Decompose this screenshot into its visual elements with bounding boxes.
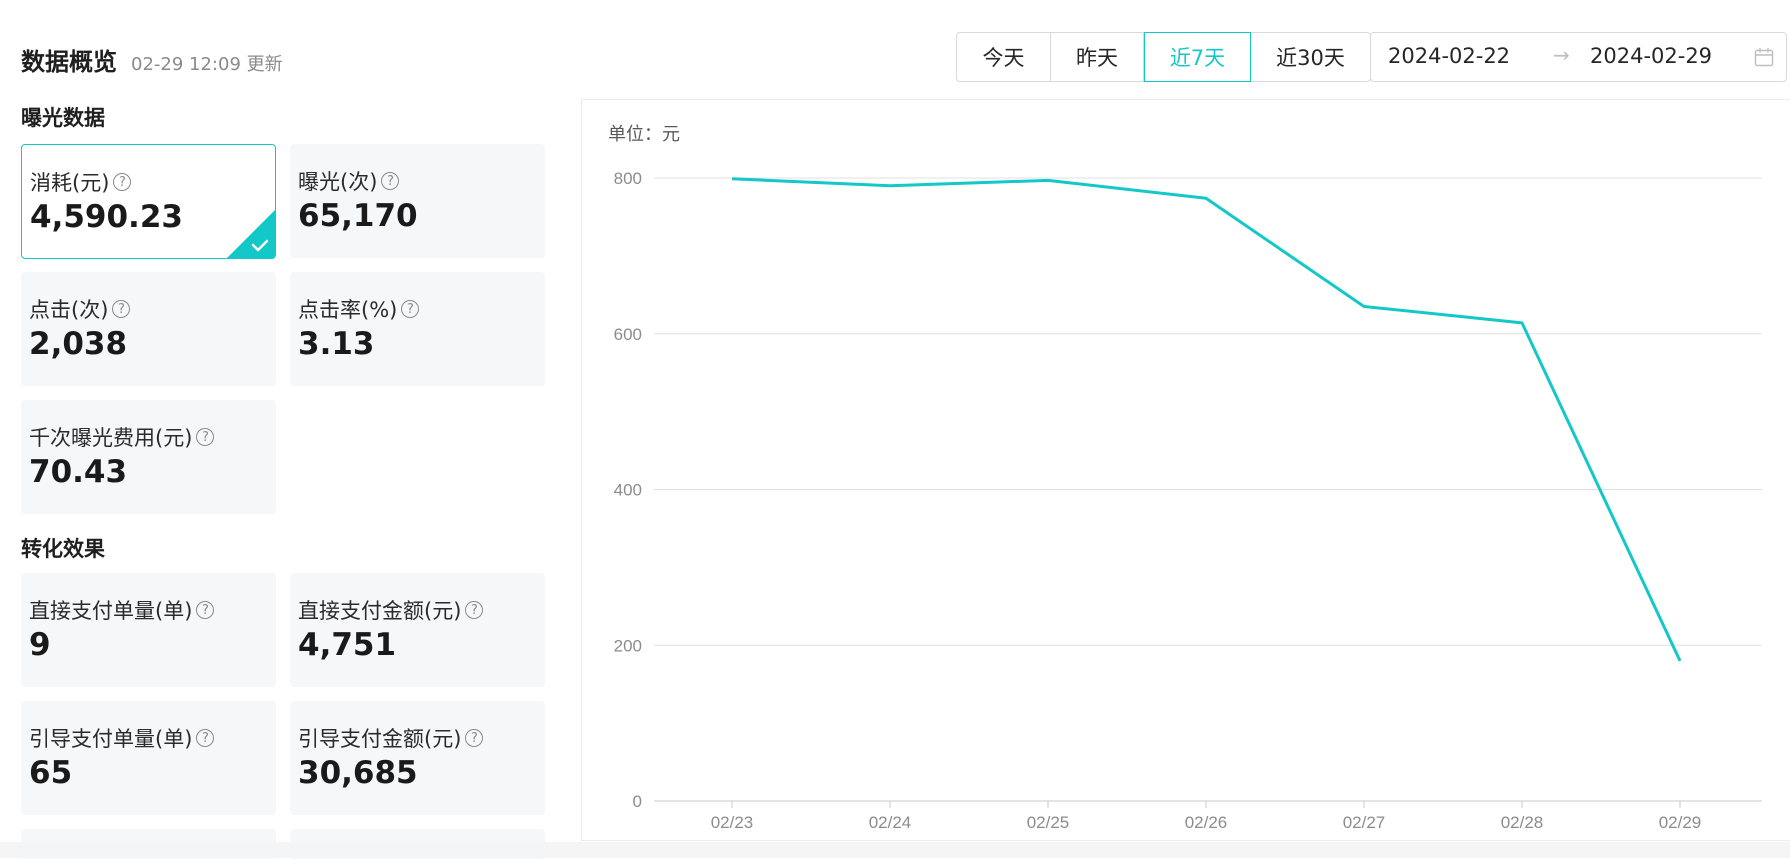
arrow-icon: →: [1553, 43, 1570, 67]
help-icon[interactable]: ?: [196, 601, 215, 619]
check-icon: [227, 210, 275, 258]
metric-card-direct-amount[interactable]: 直接支付金额(元)? 4,751: [290, 573, 545, 687]
metric-value: 3.13: [298, 326, 375, 362]
range-button-group: 今天 昨天 近7天 近30天: [956, 32, 1371, 82]
range-30days-button[interactable]: 近30天: [1276, 46, 1345, 70]
metric-card-direct-orders[interactable]: 直接支付单量(单)? 9: [21, 573, 276, 687]
help-icon[interactable]: ?: [196, 729, 215, 747]
metric-card-guided-orders[interactable]: 引导支付单量(单)? 65: [21, 701, 276, 815]
line-chart: 单位：元 0 200 400 600 800 02/23 02/24 02/25 02/26 0…: [608, 124, 1762, 832]
metric-value: 65,170: [298, 198, 418, 234]
metric-label: 曝光(次): [298, 170, 378, 194]
metric-label: 千次曝光费用(元): [29, 426, 193, 450]
metric-value: 9: [29, 627, 51, 663]
metric-card-cost[interactable]: 消耗(元)? 4,590.23: [21, 144, 276, 259]
unit-label: 单位：元: [608, 124, 680, 144]
page-title: 数据概览: [21, 48, 117, 76]
x-tick-label: 02/26: [1185, 813, 1228, 832]
range-today-button[interactable]: 今天: [957, 33, 1051, 81]
metric-card-guided-amount[interactable]: 引导支付金额(元)? 30,685: [290, 701, 545, 815]
range-yesterday-button[interactable]: 昨天: [1051, 33, 1144, 81]
x-tick-label: 02/28: [1501, 813, 1544, 832]
metric-value: 70.43: [29, 454, 128, 490]
section-title-conversion: 转化效果: [21, 537, 105, 561]
metric-label: 消耗(元): [30, 171, 110, 195]
metric-value: 2,038: [29, 326, 128, 362]
metric-label: 引导支付金额(元): [298, 727, 462, 751]
metric-card-ctr[interactable]: 点击率(%)? 3.13: [290, 272, 545, 386]
metric-value: 30,685: [298, 755, 418, 791]
metric-label: 点击率(%): [298, 298, 398, 322]
y-tick-label: 800: [614, 169, 642, 188]
metric-label: 直接支付单量(单): [29, 599, 193, 623]
metric-value: 4,590.23: [30, 199, 183, 235]
line-chart-panel: 单位：元 0 200 400 600 800 02/23 02/24 02/25 02/26 0…: [581, 99, 1790, 841]
metric-card-cpm[interactable]: 千次曝光费用(元)? 70.43: [21, 400, 276, 514]
metric-label: 点击(次): [29, 298, 109, 322]
date-range-picker[interactable]: 2024-02-22 → 2024-02-29: [1370, 32, 1787, 82]
help-icon[interactable]: ?: [401, 300, 420, 318]
x-tick-label: 02/27: [1343, 813, 1386, 832]
help-icon[interactable]: ?: [465, 601, 484, 619]
metric-label: 引导支付单量(单): [29, 727, 193, 751]
start-date[interactable]: 2024-02-22: [1388, 44, 1511, 68]
section-title-exposure: 曝光数据: [21, 106, 105, 130]
y-tick-label: 600: [614, 325, 642, 344]
x-tick-label: 02/24: [869, 813, 912, 832]
calendar-icon[interactable]: [1754, 47, 1774, 67]
bottom-strip: [0, 842, 1790, 858]
x-tick-label: 02/25: [1027, 813, 1070, 832]
y-tick-label: 400: [614, 481, 642, 500]
series-line: [731, 177, 1682, 662]
y-tick-label: 0: [633, 792, 642, 811]
y-tick-label: 200: [614, 636, 642, 655]
x-tick-label: 02/23: [711, 813, 754, 832]
help-icon[interactable]: ?: [113, 173, 132, 191]
metric-card-clicks[interactable]: 点击(次)? 2,038: [21, 272, 276, 386]
help-icon[interactable]: ?: [196, 428, 215, 446]
update-time: 02-29 12:09 更新: [131, 54, 283, 75]
x-tick-label: 02/29: [1659, 813, 1702, 832]
range-7days-button[interactable]: 近7天: [1144, 32, 1251, 82]
help-icon[interactable]: ?: [381, 172, 400, 190]
metric-label: 直接支付金额(元): [298, 599, 462, 623]
metric-value: 65: [29, 755, 73, 791]
metric-value: 4,751: [298, 627, 397, 663]
help-icon[interactable]: ?: [465, 729, 484, 747]
end-date[interactable]: 2024-02-29: [1590, 44, 1713, 68]
metric-card-exposure[interactable]: 曝光(次)? 65,170: [290, 144, 545, 258]
help-icon[interactable]: ?: [112, 300, 131, 318]
